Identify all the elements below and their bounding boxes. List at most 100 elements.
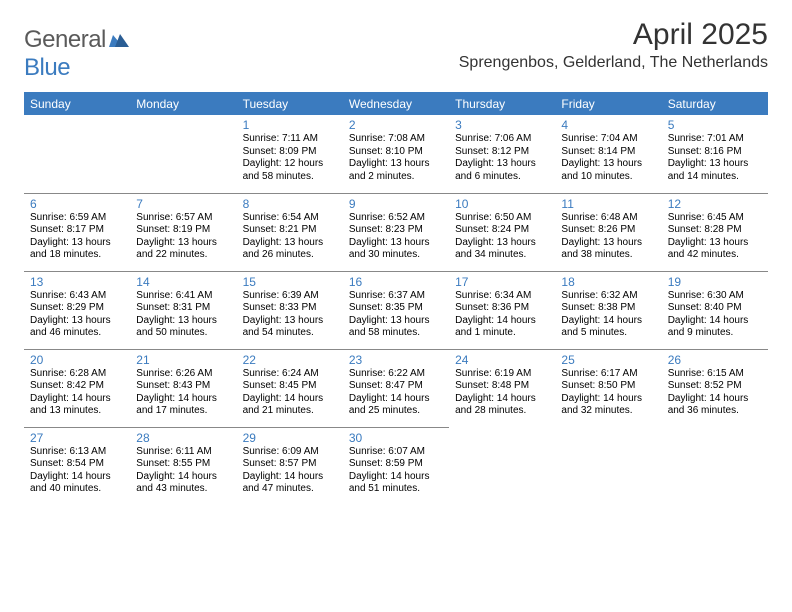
- day-details: Sunrise: 6:39 AMSunset: 8:33 PMDaylight:…: [243, 290, 337, 340]
- day-header: Thursday: [449, 93, 555, 116]
- calendar-cell: 27Sunrise: 6:13 AMSunset: 8:54 PMDayligh…: [24, 427, 130, 505]
- calendar-cell: 10Sunrise: 6:50 AMSunset: 8:24 PMDayligh…: [449, 193, 555, 271]
- day-number: 11: [561, 197, 655, 211]
- day-number: 5: [668, 118, 762, 132]
- day-details: Sunrise: 6:48 AMSunset: 8:26 PMDaylight:…: [561, 212, 655, 262]
- day-details: Sunrise: 6:50 AMSunset: 8:24 PMDaylight:…: [455, 212, 549, 262]
- calendar-cell: 29Sunrise: 6:09 AMSunset: 8:57 PMDayligh…: [237, 427, 343, 505]
- day-details: Sunrise: 6:07 AMSunset: 8:59 PMDaylight:…: [349, 446, 443, 496]
- day-number: 2: [349, 118, 443, 132]
- day-header: Wednesday: [343, 93, 449, 116]
- calendar-row: 1Sunrise: 7:11 AMSunset: 8:09 PMDaylight…: [24, 115, 768, 193]
- day-number: 12: [668, 197, 762, 211]
- day-details: Sunrise: 6:59 AMSunset: 8:17 PMDaylight:…: [30, 212, 124, 262]
- day-number: 15: [243, 275, 337, 289]
- calendar-row: 13Sunrise: 6:43 AMSunset: 8:29 PMDayligh…: [24, 271, 768, 349]
- day-details: Sunrise: 7:11 AMSunset: 8:09 PMDaylight:…: [243, 133, 337, 183]
- day-number: 13: [30, 275, 124, 289]
- day-number: 25: [561, 353, 655, 367]
- calendar-cell: 15Sunrise: 6:39 AMSunset: 8:33 PMDayligh…: [237, 271, 343, 349]
- day-header: Saturday: [662, 93, 768, 116]
- day-details: Sunrise: 6:32 AMSunset: 8:38 PMDaylight:…: [561, 290, 655, 340]
- day-number: 10: [455, 197, 549, 211]
- day-number: 19: [668, 275, 762, 289]
- logo-mark-icon: [109, 26, 129, 54]
- calendar-cell: 20Sunrise: 6:28 AMSunset: 8:42 PMDayligh…: [24, 349, 130, 427]
- calendar-cell: 16Sunrise: 6:37 AMSunset: 8:35 PMDayligh…: [343, 271, 449, 349]
- day-details: Sunrise: 6:34 AMSunset: 8:36 PMDaylight:…: [455, 290, 549, 340]
- day-number: 7: [136, 197, 230, 211]
- day-number: 21: [136, 353, 230, 367]
- calendar-cell: 3Sunrise: 7:06 AMSunset: 8:12 PMDaylight…: [449, 115, 555, 193]
- day-details: Sunrise: 6:11 AMSunset: 8:55 PMDaylight:…: [136, 446, 230, 496]
- day-header: Friday: [555, 93, 661, 116]
- calendar-cell: 22Sunrise: 6:24 AMSunset: 8:45 PMDayligh…: [237, 349, 343, 427]
- day-number: 9: [349, 197, 443, 211]
- day-details: Sunrise: 6:30 AMSunset: 8:40 PMDaylight:…: [668, 290, 762, 340]
- calendar-page: GeneralBlue April 2025 Sprengenbos, Geld…: [0, 0, 792, 517]
- day-number: 8: [243, 197, 337, 211]
- location: Sprengenbos, Gelderland, The Netherlands: [459, 54, 768, 72]
- logo-text: GeneralBlue: [24, 26, 129, 82]
- page-header: GeneralBlue April 2025 Sprengenbos, Geld…: [24, 18, 768, 82]
- day-number: 14: [136, 275, 230, 289]
- day-details: Sunrise: 6:57 AMSunset: 8:19 PMDaylight:…: [136, 212, 230, 262]
- calendar-cell: 5Sunrise: 7:01 AMSunset: 8:16 PMDaylight…: [662, 115, 768, 193]
- day-number: 26: [668, 353, 762, 367]
- day-number: 23: [349, 353, 443, 367]
- calendar-cell: 13Sunrise: 6:43 AMSunset: 8:29 PMDayligh…: [24, 271, 130, 349]
- day-details: Sunrise: 6:13 AMSunset: 8:54 PMDaylight:…: [30, 446, 124, 496]
- day-details: Sunrise: 6:22 AMSunset: 8:47 PMDaylight:…: [349, 368, 443, 418]
- day-number: 20: [30, 353, 124, 367]
- calendar-cell: 2Sunrise: 7:08 AMSunset: 8:10 PMDaylight…: [343, 115, 449, 193]
- calendar-cell: [130, 115, 236, 193]
- calendar-cell: 23Sunrise: 6:22 AMSunset: 8:47 PMDayligh…: [343, 349, 449, 427]
- day-header: Monday: [130, 93, 236, 116]
- day-details: Sunrise: 6:41 AMSunset: 8:31 PMDaylight:…: [136, 290, 230, 340]
- day-details: Sunrise: 6:43 AMSunset: 8:29 PMDaylight:…: [30, 290, 124, 340]
- month-title: April 2025: [459, 18, 768, 52]
- calendar-cell: 12Sunrise: 6:45 AMSunset: 8:28 PMDayligh…: [662, 193, 768, 271]
- day-details: Sunrise: 6:26 AMSunset: 8:43 PMDaylight:…: [136, 368, 230, 418]
- calendar-cell: 25Sunrise: 6:17 AMSunset: 8:50 PMDayligh…: [555, 349, 661, 427]
- calendar-cell: 18Sunrise: 6:32 AMSunset: 8:38 PMDayligh…: [555, 271, 661, 349]
- day-details: Sunrise: 7:06 AMSunset: 8:12 PMDaylight:…: [455, 133, 549, 183]
- day-header: Tuesday: [237, 93, 343, 116]
- day-number: 4: [561, 118, 655, 132]
- day-number: 17: [455, 275, 549, 289]
- day-number: 28: [136, 431, 230, 445]
- day-number: 16: [349, 275, 443, 289]
- calendar-cell: 8Sunrise: 6:54 AMSunset: 8:21 PMDaylight…: [237, 193, 343, 271]
- calendar-header-row: SundayMondayTuesdayWednesdayThursdayFrid…: [24, 93, 768, 116]
- calendar-cell: [662, 427, 768, 505]
- day-number: 29: [243, 431, 337, 445]
- calendar-cell: 7Sunrise: 6:57 AMSunset: 8:19 PMDaylight…: [130, 193, 236, 271]
- calendar-row: 27Sunrise: 6:13 AMSunset: 8:54 PMDayligh…: [24, 427, 768, 505]
- day-details: Sunrise: 7:04 AMSunset: 8:14 PMDaylight:…: [561, 133, 655, 183]
- day-number: 22: [243, 353, 337, 367]
- day-details: Sunrise: 6:15 AMSunset: 8:52 PMDaylight:…: [668, 368, 762, 418]
- day-details: Sunrise: 6:54 AMSunset: 8:21 PMDaylight:…: [243, 212, 337, 262]
- day-details: Sunrise: 6:09 AMSunset: 8:57 PMDaylight:…: [243, 446, 337, 496]
- calendar-cell: 17Sunrise: 6:34 AMSunset: 8:36 PMDayligh…: [449, 271, 555, 349]
- day-number: 6: [30, 197, 124, 211]
- day-details: Sunrise: 6:37 AMSunset: 8:35 PMDaylight:…: [349, 290, 443, 340]
- calendar-cell: 28Sunrise: 6:11 AMSunset: 8:55 PMDayligh…: [130, 427, 236, 505]
- calendar-row: 6Sunrise: 6:59 AMSunset: 8:17 PMDaylight…: [24, 193, 768, 271]
- calendar-cell: 11Sunrise: 6:48 AMSunset: 8:26 PMDayligh…: [555, 193, 661, 271]
- calendar-body: 1Sunrise: 7:11 AMSunset: 8:09 PMDaylight…: [24, 115, 768, 505]
- day-details: Sunrise: 6:24 AMSunset: 8:45 PMDaylight:…: [243, 368, 337, 418]
- calendar-cell: 21Sunrise: 6:26 AMSunset: 8:43 PMDayligh…: [130, 349, 236, 427]
- calendar-cell: 9Sunrise: 6:52 AMSunset: 8:23 PMDaylight…: [343, 193, 449, 271]
- day-number: 24: [455, 353, 549, 367]
- day-number: 30: [349, 431, 443, 445]
- day-number: 3: [455, 118, 549, 132]
- calendar-cell: 4Sunrise: 7:04 AMSunset: 8:14 PMDaylight…: [555, 115, 661, 193]
- calendar-table: SundayMondayTuesdayWednesdayThursdayFrid…: [24, 92, 768, 505]
- calendar-cell: 30Sunrise: 6:07 AMSunset: 8:59 PMDayligh…: [343, 427, 449, 505]
- calendar-cell: [449, 427, 555, 505]
- day-details: Sunrise: 6:17 AMSunset: 8:50 PMDaylight:…: [561, 368, 655, 418]
- day-details: Sunrise: 6:52 AMSunset: 8:23 PMDaylight:…: [349, 212, 443, 262]
- day-details: Sunrise: 6:19 AMSunset: 8:48 PMDaylight:…: [455, 368, 549, 418]
- calendar-cell: 26Sunrise: 6:15 AMSunset: 8:52 PMDayligh…: [662, 349, 768, 427]
